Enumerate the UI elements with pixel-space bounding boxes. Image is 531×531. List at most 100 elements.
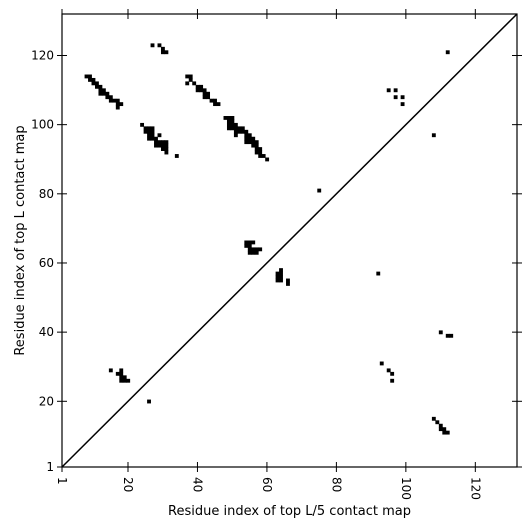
upper-contact-point: [108, 95, 113, 100]
y-axis-label: Residue index of top L contact map: [13, 125, 28, 355]
upper-contact-point: [160, 46, 165, 51]
upper-contact-point: [195, 88, 200, 93]
upper-contact-point: [147, 136, 151, 141]
upper-contact-point: [261, 154, 266, 158]
upper-contact-point: [244, 140, 249, 145]
lower-contact-point: [119, 368, 124, 373]
upper-contact-point: [91, 81, 96, 86]
upper-contact-point: [98, 91, 103, 96]
upper-contact-point: [251, 247, 256, 252]
upper-contact-point: [213, 102, 217, 107]
upper-contact-point: [279, 271, 283, 276]
upper-contact-point: [244, 129, 249, 134]
upper-contact-point: [258, 247, 263, 252]
x-tick-label: 80: [329, 477, 343, 492]
upper-contact-point: [140, 122, 145, 127]
upper-contact-point: [105, 95, 110, 100]
contact-marks: [84, 43, 454, 435]
upper-contact-point: [143, 126, 148, 131]
upper-contact-point: [254, 150, 259, 155]
lower-contact-point: [438, 427, 443, 432]
upper-contact-point: [431, 133, 436, 138]
upper-contact-point: [247, 247, 252, 252]
lower-contact-point: [442, 427, 447, 432]
upper-contact-point: [195, 84, 200, 89]
upper-contact-point: [275, 271, 280, 276]
upper-contact-point: [247, 133, 252, 138]
upper-contact-point: [206, 91, 211, 96]
upper-contact-point: [202, 88, 207, 93]
upper-contact-point: [226, 116, 231, 120]
lower-contact-point: [390, 378, 395, 383]
upper-contact-point: [275, 278, 280, 283]
upper-contact-point: [164, 147, 169, 151]
lower-contact-point: [386, 368, 391, 373]
lower-contact-point: [376, 271, 381, 276]
upper-contact-point: [115, 105, 120, 110]
lower-contact-point: [122, 378, 127, 383]
upper-contact-point: [251, 136, 256, 141]
upper-contact-point: [226, 119, 231, 124]
upper-contact-point: [115, 98, 120, 103]
upper-contact-point: [185, 74, 190, 79]
upper-contact-point: [108, 98, 113, 103]
lower-contact-point: [379, 361, 384, 366]
upper-contact-point: [244, 240, 249, 245]
upper-contact-point: [112, 98, 117, 103]
lower-contact-point: [119, 375, 124, 380]
upper-contact-point: [157, 143, 162, 148]
x-tick-label: 120: [468, 477, 482, 500]
lower-contact-point: [115, 371, 120, 376]
lower-contact-point: [119, 371, 124, 376]
upper-contact-point: [164, 140, 169, 145]
upper-contact-point: [251, 140, 256, 145]
upper-contact-point: [192, 81, 197, 86]
upper-contact-point: [157, 133, 162, 138]
upper-contact-point: [119, 102, 124, 107]
upper-contact-point: [237, 129, 242, 134]
y-tick-label: 80: [39, 187, 54, 201]
upper-contact-point: [233, 133, 238, 138]
lower-contact-point: [147, 399, 151, 404]
y-tick-label: 60: [39, 256, 54, 270]
y-tick-label: 20: [39, 394, 54, 408]
x-tick-label: 100: [399, 477, 413, 500]
upper-contact-point: [286, 278, 290, 283]
upper-contact-point: [147, 133, 151, 138]
upper-contact-point: [213, 98, 217, 103]
lower-contact-point: [438, 423, 443, 428]
upper-contact-point: [174, 154, 179, 158]
upper-contact-point: [233, 122, 238, 127]
upper-contact-point: [101, 91, 106, 96]
upper-contact-point: [84, 74, 89, 79]
upper-contact-point: [223, 116, 228, 120]
upper-contact-point: [150, 136, 155, 141]
upper-contact-point: [279, 268, 283, 273]
y-tick-label: 40: [39, 325, 54, 339]
upper-contact-point: [226, 126, 231, 131]
upper-contact-point: [150, 133, 155, 138]
upper-contact-point: [199, 88, 204, 93]
upper-contact-point: [279, 275, 283, 279]
upper-contact-point: [265, 157, 270, 162]
upper-contact-point: [150, 43, 155, 48]
upper-contact-point: [251, 143, 256, 148]
upper-contact-point: [164, 50, 169, 55]
upper-contact-point: [209, 98, 214, 103]
y-tick-label: 100: [31, 118, 54, 132]
upper-contact-point: [160, 147, 165, 151]
upper-contact-point: [160, 143, 165, 148]
upper-contact-point: [199, 84, 204, 89]
upper-contact-point: [188, 77, 193, 82]
upper-contact-point: [247, 136, 252, 141]
upper-contact-point: [91, 77, 96, 82]
upper-contact-point: [88, 74, 92, 79]
x-tick-label: 1: [55, 477, 69, 485]
upper-contact-point: [150, 129, 155, 134]
lower-contact-point: [438, 330, 443, 335]
upper-contact-point: [202, 95, 207, 100]
upper-contact-point: [185, 81, 190, 86]
upper-contact-point: [88, 77, 92, 82]
